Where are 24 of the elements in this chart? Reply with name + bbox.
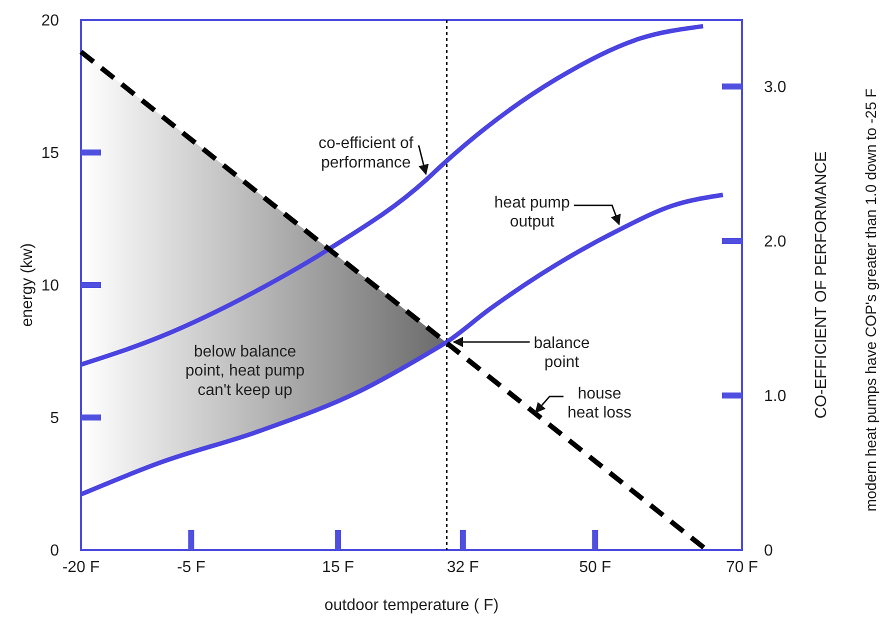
x-tick-label: 50 F [579,559,612,576]
x-tick-label: -20 F [62,559,100,576]
y-tick-label: 20 [41,12,60,30]
text: modern heat pumps have COP's greater than 1.0 down to -25 F [863,88,880,512]
annotation: below balance point, heat pump can't keep up [185,343,305,399]
x-tick-label: 32 F [446,559,480,576]
y2-tick-label: 2.0 [764,234,786,251]
y2-tick-label: 0 [764,542,773,560]
x-tick-label: -5 F [176,559,206,576]
series-label: heat pump output [494,194,570,231]
annotation: balance point [534,334,590,372]
y2-tick-label: 1.0 [764,388,786,406]
x-tick-label: 70 F [726,559,758,576]
y-tick-label: 0 [50,542,60,560]
series-label: co-efficient of performance [318,135,414,172]
y-tick-label: 5 [50,410,60,428]
series-label: house heat loss [568,386,632,422]
y2-tick-label: 3.0 [764,79,786,96]
y-tick-label: 15 [41,145,60,162]
x-axis-title: outdoor temperature ( F) [324,597,499,614]
y-axis-title: energy (kw) [19,243,36,327]
y-tick-label: 10 [41,278,60,295]
x-tick-label: 15 F [322,559,354,576]
y2-axis-title: CO-EFFICIENT OF PERFORMANCE [813,151,830,419]
